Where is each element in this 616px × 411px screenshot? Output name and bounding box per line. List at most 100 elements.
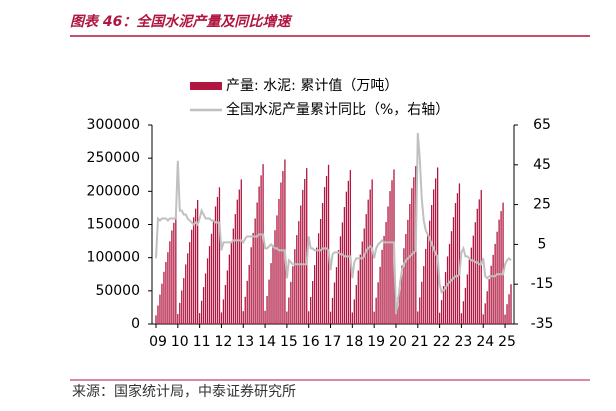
bar	[484, 303, 486, 324]
bar	[427, 234, 429, 324]
bar	[181, 290, 183, 324]
bar	[171, 230, 173, 324]
bar	[452, 217, 455, 324]
bar	[193, 217, 195, 324]
bar	[377, 282, 379, 324]
bar	[421, 281, 423, 324]
bar	[246, 280, 248, 324]
bar	[478, 199, 480, 324]
bar	[208, 246, 211, 324]
bar	[157, 305, 159, 324]
bar	[196, 199, 199, 324]
x-tick-label: 16	[302, 334, 320, 350]
bar	[296, 235, 298, 324]
bar	[472, 235, 474, 324]
bar	[270, 263, 272, 324]
bar	[389, 191, 391, 324]
bar	[506, 304, 508, 324]
bar	[337, 250, 340, 324]
bar	[163, 271, 165, 324]
bar	[288, 297, 290, 324]
x-tick-label: 22	[433, 334, 451, 350]
bar	[500, 211, 502, 324]
legend-label: 全国水泥产量累计同比（%，右轴）	[226, 101, 449, 118]
bar	[234, 214, 236, 324]
bar	[419, 297, 421, 324]
bar	[353, 299, 355, 324]
bar	[470, 247, 472, 324]
bar	[365, 214, 367, 324]
bar	[302, 189, 304, 324]
bar	[494, 243, 496, 324]
x-tick-label: 13	[236, 334, 254, 350]
x-tick-label: 17	[324, 334, 342, 350]
bar	[280, 182, 282, 324]
bar	[268, 279, 270, 324]
legend-swatch	[190, 82, 222, 90]
bar	[167, 252, 169, 324]
bar	[200, 300, 203, 324]
bar	[367, 199, 369, 324]
y-tick-label: 250000	[87, 150, 140, 166]
bar	[179, 302, 181, 324]
bar	[403, 248, 405, 324]
bar	[284, 159, 286, 324]
bar	[417, 311, 419, 324]
bar	[218, 187, 221, 324]
bar	[351, 312, 353, 324]
bar	[462, 301, 465, 324]
bar	[379, 266, 381, 324]
bar	[401, 265, 403, 324]
bar	[191, 229, 193, 324]
bar	[314, 265, 316, 324]
source: 来源：国家统计局，中泰证券研究所	[72, 383, 296, 400]
bar	[442, 286, 445, 324]
bar	[425, 248, 427, 324]
bar	[399, 281, 401, 324]
bar	[444, 271, 447, 324]
y-tick-label: 300000	[87, 117, 140, 133]
bar	[468, 259, 471, 324]
bar	[282, 171, 284, 324]
bar	[177, 314, 179, 324]
bar	[502, 202, 504, 324]
y-tick-label: 200000	[87, 183, 140, 199]
bar	[363, 228, 365, 324]
y-tick-label: 100000	[87, 250, 140, 266]
bar	[488, 279, 490, 324]
bar	[343, 207, 346, 324]
bar	[323, 187, 326, 324]
bar	[206, 258, 209, 324]
bar	[333, 282, 336, 324]
bar	[383, 235, 385, 324]
bar	[482, 314, 484, 324]
bar	[448, 243, 451, 324]
bar	[319, 218, 322, 324]
bar	[195, 208, 197, 324]
bar	[339, 236, 342, 324]
bar	[198, 313, 201, 324]
bar	[327, 164, 330, 324]
bar	[298, 221, 300, 324]
bar	[310, 296, 312, 324]
bar	[510, 284, 512, 324]
y2-tick-label: -35	[531, 316, 554, 332]
bar	[173, 222, 175, 324]
y-tick-label: 150000	[87, 217, 140, 233]
bar	[325, 175, 328, 324]
bar	[312, 281, 314, 324]
bar	[440, 300, 443, 324]
y2-tick-label: 45	[533, 157, 551, 173]
bar	[242, 311, 244, 324]
bar	[345, 191, 348, 324]
x-tick-label: 21	[411, 334, 429, 350]
bar	[431, 204, 433, 324]
x-tick-label: 10	[171, 334, 189, 350]
bar	[486, 291, 488, 324]
bar	[266, 296, 268, 324]
y2-tick-label: 5	[538, 236, 547, 252]
x-tick-label: 18	[345, 334, 363, 350]
x-tick-label: 20	[389, 334, 407, 350]
bar	[504, 314, 506, 324]
